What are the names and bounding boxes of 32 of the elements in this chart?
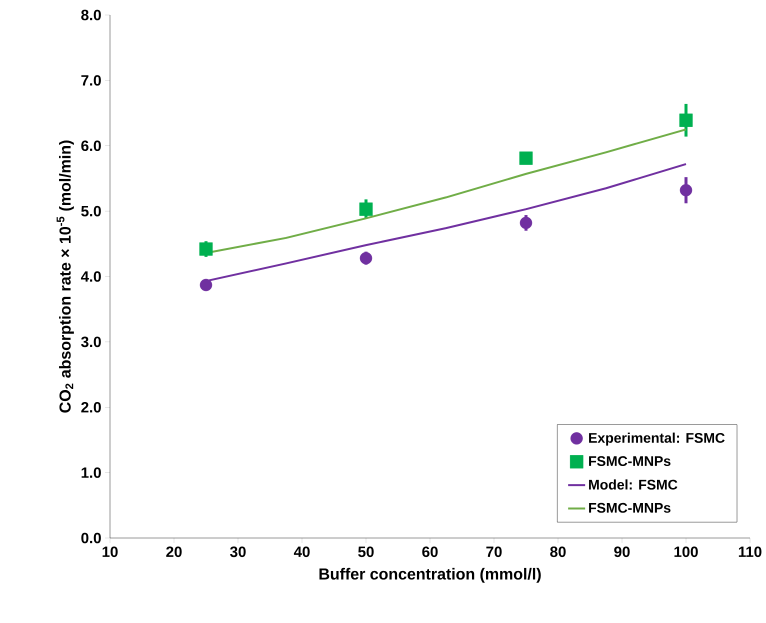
legend-label: FSMC-MNPs	[589, 502, 670, 513]
x-tick-label: 80	[550, 546, 566, 558]
y-axis-title: CO$_{2}$ absorption rate × 10$^{-5}$ (mol/min)	[56, 140, 74, 413]
x-tick-label: 70	[486, 546, 502, 558]
x-tick-label: 110	[738, 546, 762, 558]
y-tick-label: 0.0	[81, 532, 101, 544]
y-tick-label: 7.0	[81, 75, 101, 86]
x-tick-label: 30	[230, 546, 246, 558]
legend-label: Model: FSMC	[589, 479, 678, 490]
x-tick-label: 90	[614, 546, 630, 558]
point	[360, 252, 372, 264]
x-tick-label: 50	[358, 546, 374, 558]
point	[519, 151, 533, 165]
x-tick-label: 20	[166, 546, 182, 558]
point	[359, 202, 373, 216]
point	[200, 278, 212, 292]
x-tick-label: 10	[102, 546, 118, 558]
y-tick-label: 4.0	[80, 271, 101, 282]
y-tick-label: 6.0	[81, 140, 101, 152]
y-tick-label: 2.0	[81, 402, 101, 413]
y-tick-label: 5.0	[81, 206, 101, 216]
legend-label: Experimental: FSMC	[589, 432, 725, 446]
x-tick-label: 60	[422, 546, 438, 558]
point	[679, 114, 693, 127]
y-tick-label: 1.0	[82, 467, 101, 478]
x-tick-label: 40	[294, 546, 310, 558]
x-tick-label: 100	[674, 546, 698, 558]
y-tick-label: 8.0	[81, 10, 101, 20]
legend-label: FSMC-MNPs	[589, 456, 670, 466]
y-tick-label: 3.0	[81, 336, 101, 348]
x-axis-title: Buffer concentration (mmol/l)	[319, 568, 541, 583]
point	[680, 184, 692, 196]
